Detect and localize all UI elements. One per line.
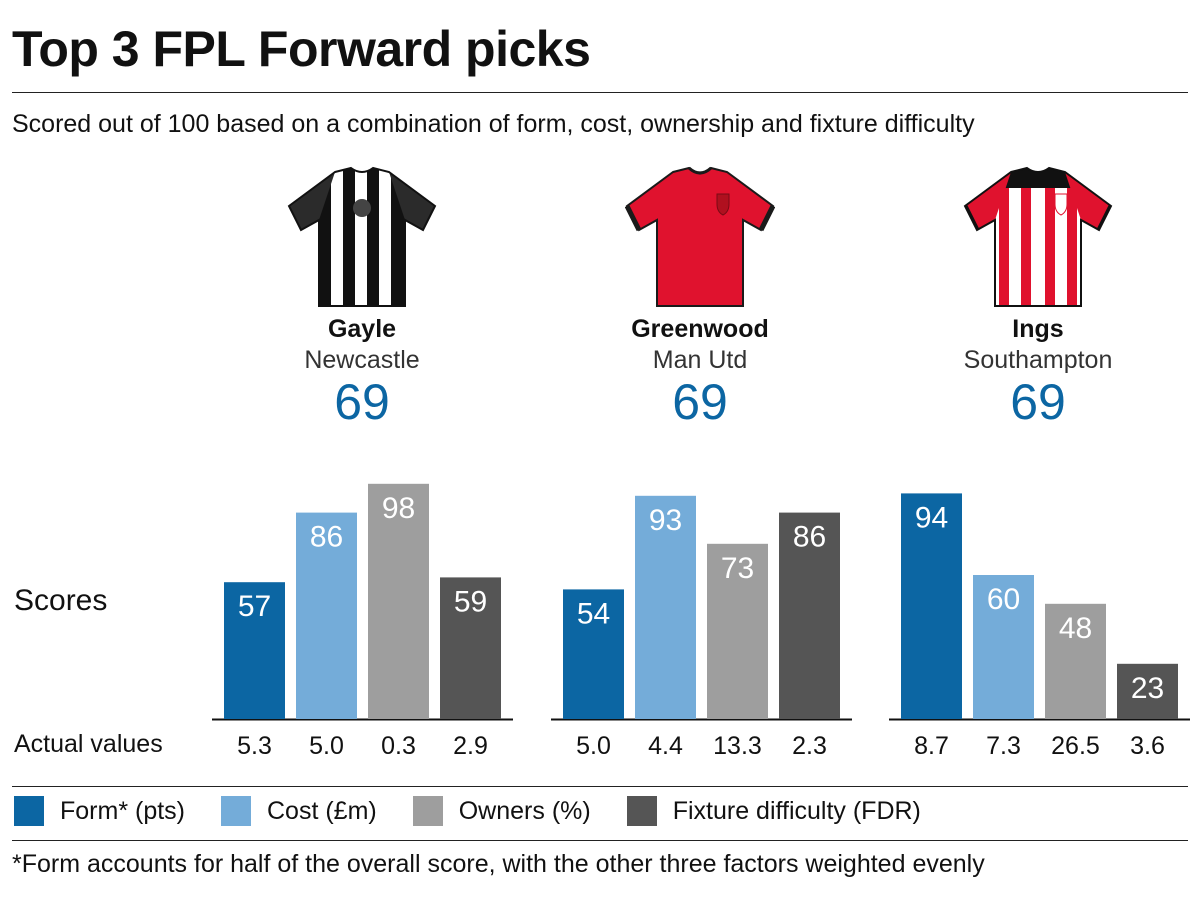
- actual-value-label: 5.0: [576, 732, 611, 760]
- actual-value-label: 3.6: [1130, 732, 1165, 760]
- bar-value-label: 93: [649, 504, 682, 537]
- bar-value-label: 23: [1131, 672, 1164, 705]
- player-card-gayle: Gayle Newcastle 69: [242, 160, 482, 428]
- player-card-greenwood: Greenwood Man Utd 69: [580, 160, 820, 428]
- player-team: Man Utd: [652, 346, 748, 374]
- bar-ings-owners: [1045, 603, 1106, 719]
- scores-label: Scores: [14, 584, 108, 617]
- bar-value-label: 98: [382, 492, 415, 525]
- bar-value-label: 94: [915, 501, 948, 534]
- newcastle-shirt-icon: [287, 166, 437, 307]
- chart-subtitle: Scored out of 100 based on a combination…: [12, 110, 975, 138]
- bar-value-label: 73: [721, 552, 754, 585]
- actual-values-label: Actual values: [14, 730, 163, 758]
- player-team: Southampton: [963, 346, 1113, 374]
- bar-ings-fixture: [1117, 663, 1178, 719]
- bar-ings-cost: [973, 575, 1034, 719]
- bar-value-label: 54: [577, 597, 610, 630]
- legend-label-form: Form* (pts): [60, 796, 185, 825]
- legend: Form* (pts) Cost (£m) Owners (%) Fixture…: [14, 796, 957, 826]
- legend-item-fixture: Fixture difficulty (FDR): [626, 796, 921, 826]
- actual-value-label: 13.3: [713, 732, 762, 760]
- bar-gayle-fixture: [440, 577, 501, 719]
- bar-gayle-form: [224, 582, 285, 719]
- title-rule: [12, 92, 1188, 93]
- legend-label-fixture: Fixture difficulty (FDR): [672, 796, 921, 825]
- player-name: Greenwood: [631, 315, 769, 343]
- bar-gayle-cost: [296, 512, 357, 719]
- bar-greenwood-fixture: [779, 512, 840, 719]
- southampton-shirt-icon: [963, 166, 1113, 307]
- player-name: Gayle: [327, 315, 397, 343]
- bar-value-label: 48: [1059, 612, 1092, 645]
- bar-greenwood-form: [563, 589, 624, 719]
- legend-item-owners: Owners (%): [412, 796, 591, 826]
- bar-value-label: 57: [238, 590, 271, 623]
- bar-value-label: 59: [454, 585, 487, 618]
- actual-value-label: 2.9: [453, 732, 488, 760]
- legend-label-owners: Owners (%): [458, 796, 591, 825]
- bar-greenwood-cost: [635, 495, 696, 719]
- player-team: Newcastle: [304, 346, 420, 374]
- bar-value-label: 86: [310, 521, 343, 554]
- legend-swatch-owners: [412, 796, 443, 826]
- actual-value-label: 5.3: [237, 732, 272, 760]
- legend-swatch-fixture: [626, 796, 657, 826]
- legend-top-rule: [12, 786, 1188, 787]
- man-utd-shirt-icon: [625, 166, 775, 307]
- actual-value-label: 4.4: [648, 732, 683, 760]
- player-total-score: 69: [672, 373, 728, 430]
- bar-ings-form: [901, 493, 962, 719]
- actual-value-label: 8.7: [914, 732, 949, 760]
- actual-value-label: 5.0: [309, 732, 344, 760]
- bar-value-label: 86: [793, 521, 826, 554]
- actual-value-label: 2.3: [792, 732, 827, 760]
- bar-gayle-owners: [368, 483, 429, 719]
- footnote: *Form accounts for half of the overall s…: [12, 850, 985, 878]
- legend-swatch-form: [14, 796, 44, 826]
- actual-value-label: 0.3: [381, 732, 416, 760]
- legend-item-cost: Cost (£m): [221, 796, 377, 826]
- legend-swatch-cost: [221, 796, 251, 826]
- footnote-rule: [12, 840, 1188, 841]
- legend-label-cost: Cost (£m): [267, 796, 377, 825]
- player-name: Ings: [1012, 315, 1064, 343]
- bar-greenwood-owners: [707, 543, 768, 719]
- bar-value-label: 60: [987, 583, 1020, 616]
- player-total-score: 69: [1010, 373, 1066, 430]
- player-total-score: 69: [334, 373, 390, 430]
- player-card-ings: Ings Southampton 69: [918, 160, 1158, 428]
- chart-title: Top 3 FPL Forward picks: [12, 21, 591, 77]
- actual-value-label: 7.3: [986, 732, 1021, 760]
- legend-item-form: Form* (pts): [14, 796, 185, 826]
- actual-value-label: 26.5: [1051, 732, 1100, 760]
- bar-chart: 57 5.3 86 5.0 98 0.3 59 2.9 54 5.0 93 4.4 73 13.3 86 2.…: [212, 483, 1190, 760]
